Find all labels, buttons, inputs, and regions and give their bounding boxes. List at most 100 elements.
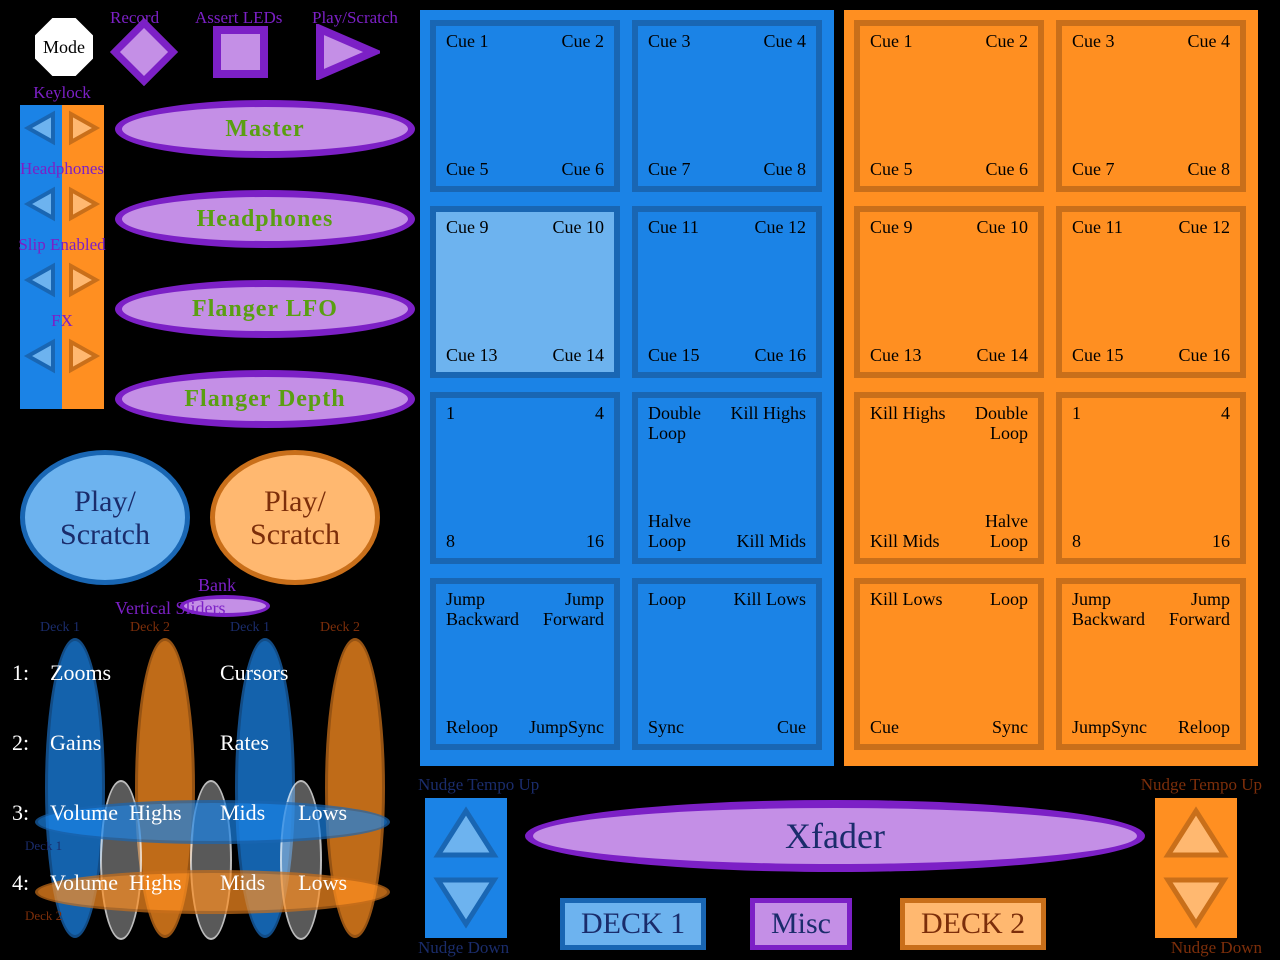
deck2-pad-1-0-l2: Cue 13	[870, 346, 922, 366]
row-a-0: Zooms	[50, 660, 111, 686]
toggle-left-2[interactable]	[22, 262, 58, 303]
toggle-left-3[interactable]	[22, 338, 58, 379]
toggle-label-3: FX	[12, 311, 112, 331]
deck1-pad-1-0-l0: Cue 9	[446, 218, 489, 238]
deck2-pad-0-0-l2: Cue 5	[870, 160, 913, 180]
assert-square[interactable]	[213, 26, 268, 78]
row-b-0: Cursors	[220, 660, 288, 686]
deck1-pad-3-1[interactable]: LoopKill LowsSyncCue	[632, 578, 822, 750]
row-b-3: Mids Lows	[220, 870, 347, 896]
deck2-pad-0-0[interactable]: Cue 1 Cue 2 Cue 5 Cue 6	[854, 20, 1044, 192]
deck1-pad-3-1-l0: Loop	[648, 590, 686, 610]
deck2-pad-3-1-l2: JumpSync	[1072, 718, 1147, 738]
deck1-pad-0-1-l0: Cue 3	[648, 32, 691, 52]
deck2-pad-3-1-l1: Jump Forward	[1169, 590, 1230, 630]
row3-deck: Deck 1	[25, 838, 62, 854]
deck2-pad-0-0-l3: Cue 6	[986, 160, 1029, 180]
deck1-pad-0-1-l2: Cue 7	[648, 160, 691, 180]
deck1-pad-1-0-l1: Cue 10	[553, 218, 605, 238]
nudge1-down[interactable]	[432, 872, 500, 935]
deck1-pad-2-1-l1: Kill Highs	[730, 404, 806, 424]
toggle-right-2[interactable]	[66, 262, 102, 303]
nudge2-up-label: Nudge Tempo Up	[1141, 775, 1262, 795]
deck2-legend: DECK 2	[900, 898, 1046, 950]
deck2-pad-2-1-l1: 4	[1221, 404, 1230, 424]
deck1-pad-1-1-l3: Cue 16	[755, 346, 807, 366]
deck2-pad-2-1-l3: 16	[1212, 532, 1230, 552]
ellipse-3[interactable]: Flanger Depth	[115, 370, 415, 428]
deck2-pad-1-0-l1: Cue 10	[977, 218, 1029, 238]
deck2-pad-3-0[interactable]: Kill LowsLoopCueSync	[854, 578, 1044, 750]
deck1-pad-0-0-l2: Cue 5	[446, 160, 489, 180]
deck1-pad-1-0[interactable]: Cue 9Cue 10Cue 13Cue 14	[430, 206, 620, 378]
nudge1-up-label: Nudge Tempo Up	[418, 775, 539, 795]
deck1-pad-0-0-l0: Cue 1	[446, 32, 489, 52]
deck2-pad-2-1-l2: 8	[1072, 532, 1081, 552]
deck2-pad-2-0[interactable]: Kill HighsDouble LoopKill MidsHalve Loop	[854, 392, 1044, 564]
play-triangle[interactable]	[315, 24, 380, 85]
deck2-pad-0-1-l2: Cue 7	[1072, 160, 1115, 180]
nudge2-down[interactable]	[1162, 872, 1230, 935]
deck1-pad-1-1-l2: Cue 15	[648, 346, 700, 366]
deck1-pad-0-1-l3: Cue 8	[764, 160, 807, 180]
deck2-pad-0-0-l1: Cue 2	[986, 32, 1029, 52]
deck1-pad-1-1[interactable]: Cue 11Cue 12Cue 15Cue 16	[632, 206, 822, 378]
deck1-pad-2-0-l1: 4	[595, 404, 604, 424]
deck1-pad-0-1[interactable]: Cue 3Cue 4Cue 7Cue 8	[632, 20, 822, 192]
deck2-pad-0-1-l0: Cue 3	[1072, 32, 1115, 52]
ellipse-1[interactable]: Headphones	[115, 190, 415, 248]
deck2-pad-1-1[interactable]: Cue 11Cue 12Cue 15Cue 16	[1056, 206, 1246, 378]
deck2-pad-3-1[interactable]: Jump BackwardJump ForwardJumpSyncReloop	[1056, 578, 1246, 750]
play-circle-1[interactable]: Play/ Scratch	[210, 450, 380, 585]
ellipse-2[interactable]: Flanger LFO	[115, 280, 415, 338]
slider-deck-1: Deck 2	[130, 620, 170, 636]
deck1-pad-2-0-l2: 8	[446, 532, 455, 552]
deck2-pad-0-1-l3: Cue 8	[1188, 160, 1231, 180]
deck2-pad-0-0-l0: Cue 1	[870, 32, 913, 52]
toggle-label-2: Slip Enabled	[12, 235, 112, 255]
deck2-pad-2-1-l0: 1	[1072, 404, 1081, 424]
xfader[interactable]: Xfader	[525, 800, 1145, 872]
nudge2-up[interactable]	[1162, 805, 1230, 868]
toggle-left-0[interactable]	[22, 110, 58, 151]
deck1-pad-1-1-l1: Cue 12	[755, 218, 807, 238]
deck2-pad-2-1[interactable]: 1 4 8 16	[1056, 392, 1246, 564]
deck1-pad-0-0[interactable]: Cue 1Cue 2Cue 5Cue 6	[430, 20, 620, 192]
play-circle-0[interactable]: Play/ Scratch	[20, 450, 190, 585]
row-b-2: Mids Lows	[220, 800, 347, 826]
deck2-pad-1-0[interactable]: Cue 9Cue 10Cue 13Cue 14	[854, 206, 1044, 378]
deck1-pad-3-0-l2: Reloop	[446, 718, 498, 738]
slider-deck-2: Deck 1	[230, 620, 270, 636]
toggle-right-0[interactable]	[66, 110, 102, 151]
toggle-left-1[interactable]	[22, 186, 58, 227]
deck2-pad-1-1-l3: Cue 16	[1179, 346, 1231, 366]
toggle-right-3[interactable]	[66, 338, 102, 379]
toggle-right-1[interactable]	[66, 186, 102, 227]
row4-deck: Deck 2	[25, 908, 62, 924]
deck2-pad-1-1-l2: Cue 15	[1072, 346, 1124, 366]
deck1-pad-3-0[interactable]: Jump BackwardJump ForwardReloopJumpSync	[430, 578, 620, 750]
deck1-pad-2-1[interactable]: Double LoopKill HighsHalve LoopKill Mids	[632, 392, 822, 564]
row-num-0: 1:	[12, 660, 29, 686]
ellipse-0[interactable]: Master	[115, 100, 415, 158]
deck2-pad-2-0-l2: Kill Mids	[870, 532, 940, 552]
record-diamond[interactable]	[110, 18, 178, 86]
slider-deck-3: Deck 2	[320, 620, 360, 636]
deck2-pad-1-1-l1: Cue 12	[1179, 218, 1231, 238]
deck2-pad-1-0-l0: Cue 9	[870, 218, 913, 238]
row-num-3: 4:	[12, 870, 29, 896]
nudge1-down-label: Nudge Down	[418, 938, 509, 958]
deck1-pad-2-0[interactable]: 14816	[430, 392, 620, 564]
mode-button[interactable]: Mode	[35, 18, 93, 76]
toggle-label-1: Headphones	[12, 159, 112, 179]
deck2-pad-0-1[interactable]: Cue 3 Cue 4 Cue 7 Cue 8	[1056, 20, 1246, 192]
nudge1-up[interactable]	[432, 805, 500, 868]
deck1-pad-3-0-l1: Jump Forward	[543, 590, 604, 630]
deck1-pad-2-0-l3: 16	[586, 532, 604, 552]
deck1-pad-0-0-l1: Cue 2	[562, 32, 605, 52]
deck1-pad-3-0-l3: JumpSync	[529, 718, 604, 738]
bank-sub: Vertical Sliders	[115, 598, 225, 619]
deck2-pad-0-1-l1: Cue 4	[1188, 32, 1231, 52]
deck2-pad-2-0-l0: Kill Highs	[870, 404, 946, 424]
deck1-pad-3-1-l3: Cue	[777, 718, 806, 738]
